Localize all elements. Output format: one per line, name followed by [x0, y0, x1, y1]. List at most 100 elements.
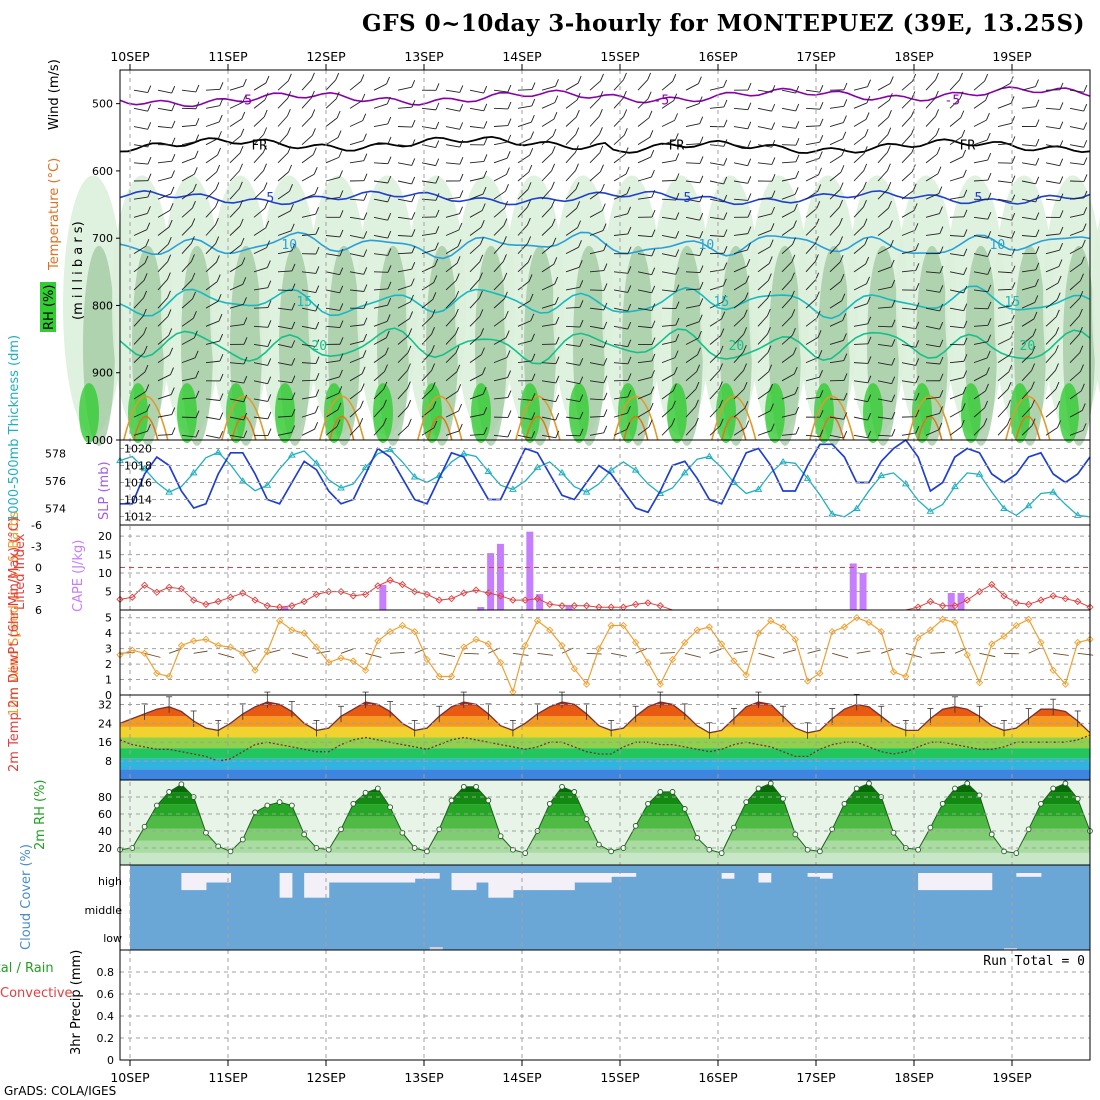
wind-barb: [253, 208, 266, 218]
wind-barb: [781, 373, 795, 382]
wind-speed-point: [300, 629, 308, 637]
wind-barb: [877, 434, 893, 437]
wind-barb: [301, 271, 316, 274]
rh-point: [718, 850, 725, 856]
wind-barb: [685, 354, 698, 364]
wind-barb-flag: [551, 199, 555, 208]
wind-barb: [541, 283, 555, 291]
cloud-high-bar: [574, 873, 588, 883]
wind-barb: [973, 198, 989, 201]
wind-barb: [565, 152, 576, 164]
wind-barb-flag: [599, 145, 604, 154]
cloud-level-label: high: [98, 875, 122, 888]
temp-contour-25: [319, 395, 365, 441]
thickness-point: [705, 452, 714, 459]
wind-barb-flag: [1031, 363, 1035, 371]
li-point: [251, 596, 259, 604]
wind-barb: [229, 264, 243, 273]
wind10m-barb: [807, 649, 821, 654]
wind-barb: [157, 374, 171, 382]
wind-barb-flag: [339, 285, 344, 293]
wind-barb-flag: [529, 147, 534, 156]
wind-barb: [925, 193, 939, 200]
wind-barb: [637, 117, 650, 127]
wind-barb: [1069, 390, 1082, 400]
wind-barb: [877, 227, 890, 236]
wind-barb: [709, 216, 724, 220]
wind-barb: [565, 380, 580, 385]
li-point: [988, 580, 996, 589]
wind-barb-flag: [171, 154, 176, 162]
date-label-bottom: 18SEP: [894, 1070, 934, 1085]
wind-barb-flag: [555, 316, 560, 325]
wind-barb: [661, 357, 676, 364]
wind-barb-flag: [960, 110, 965, 118]
rh-high-area: [373, 383, 393, 444]
wind-barb-flag: [194, 150, 199, 159]
wind-barb: [277, 344, 292, 348]
wind-barb-flag: [603, 302, 608, 311]
wind-barb-flag: [506, 350, 511, 358]
wind-barb-flag: [291, 263, 296, 272]
cloud-high-bar: [930, 873, 944, 891]
wind-barb: [397, 180, 412, 185]
temp-y-tick: 24: [98, 717, 112, 730]
wind-barb-flag: [771, 174, 776, 182]
wind-barb-flag: [219, 393, 224, 401]
temp-contour-FR: [119, 135, 1091, 154]
temp-contour-30: [231, 415, 257, 441]
wind-barb-flag: [939, 226, 944, 234]
wind-barb: [397, 352, 409, 363]
wind-barb: [157, 160, 172, 164]
wind-speed-point: [656, 680, 664, 688]
wind-barb: [949, 393, 964, 400]
wind-barb: [613, 213, 628, 218]
wind-barb-flag: [361, 366, 366, 374]
wind-barb: [517, 105, 532, 109]
wind-barb: [493, 337, 507, 345]
thickness-point: [263, 481, 272, 488]
wind-barb: [157, 354, 170, 364]
wind-barb: [133, 196, 148, 200]
wind-barb: [181, 207, 193, 218]
wind-barb: [613, 116, 625, 127]
wind-barb-flag: [291, 321, 296, 330]
rh-point: [350, 800, 357, 807]
cloud-high-bar: [304, 873, 317, 898]
wind-barb: [517, 189, 529, 200]
wind-barb: [997, 180, 1012, 184]
wind-barb: [1021, 285, 1036, 291]
cloud-high-bar: [463, 873, 477, 891]
wind-barb-flag: [243, 356, 248, 365]
wind-speed-point: [1012, 621, 1020, 630]
wind-barb-flag: [792, 237, 796, 245]
wind-barb: [661, 289, 676, 293]
wind-barb: [925, 213, 940, 218]
wind-barb: [853, 362, 869, 364]
wind-barb: [733, 180, 748, 184]
wind-barb: [805, 89, 820, 93]
wind-barb: [445, 162, 460, 165]
wind-barb-flag: [527, 199, 531, 208]
wind-barb-flag: [959, 72, 963, 81]
wind-barb: [661, 139, 676, 146]
wind-barb-flag: [623, 109, 628, 117]
rh-high-area: [520, 383, 540, 444]
wind-barb-flag: [648, 110, 653, 118]
wind-barb-flag: [552, 128, 557, 137]
wind-barb-flag: [819, 135, 824, 143]
wind-barb: [685, 271, 701, 273]
wind-barb-flag: [287, 145, 292, 154]
wind-barb: [205, 121, 220, 127]
wind-speed-point: [386, 627, 394, 636]
wind-barb: [541, 323, 556, 327]
wind-barb-flag: [1035, 138, 1040, 147]
wind-barb: [541, 135, 554, 146]
wind-barb-flag: [867, 394, 872, 402]
wind-barb-flag: [503, 218, 508, 226]
wind-barb: [709, 269, 724, 273]
wind-barb-flag: [819, 85, 824, 93]
wind-barb-flag: [215, 255, 220, 263]
wind-barb: [421, 107, 436, 111]
wind-barb-flag: [554, 276, 559, 285]
